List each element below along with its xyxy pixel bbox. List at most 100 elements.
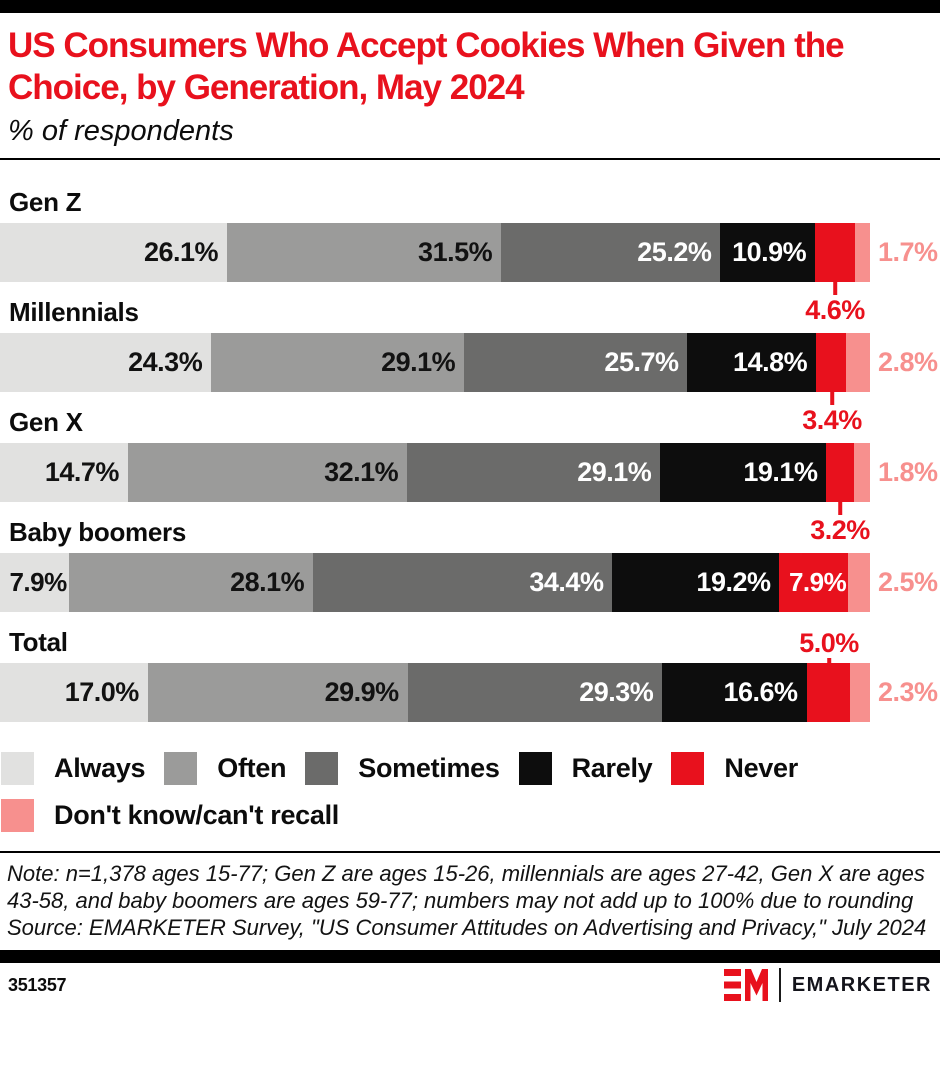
em-monogram-icon xyxy=(723,969,768,1001)
stacked-bar: 7.9% 28.1% 34.4% 19.2% 7.9% xyxy=(0,553,870,612)
segment-value: 16.6% xyxy=(723,677,798,707)
segment-value: 29.1% xyxy=(577,457,652,487)
stacked-bar: 24.3% 29.1% 25.7% 14.8% xyxy=(0,333,870,392)
legend-swatch-always xyxy=(1,752,34,785)
segment-value: 17.0% xyxy=(64,677,140,707)
legend-swatch-dont-know xyxy=(1,799,34,832)
dont-know-value: 1.8% xyxy=(878,457,938,487)
legend: Always Often Sometimes Rarely Never xyxy=(0,752,940,832)
bar-segment-always: 26.1% xyxy=(0,223,228,282)
legend-label: Rarely xyxy=(571,753,653,783)
never-value-callout: 3.4% xyxy=(802,392,862,434)
stacked-bar: 17.0% 29.9% 29.3% 16.6% xyxy=(0,663,870,722)
segment-value: 19.2% xyxy=(696,567,771,597)
bar-segment-often: 31.5% xyxy=(227,223,502,282)
legend-swatch-sometimes xyxy=(305,752,339,785)
never-value-callout: 5.0% xyxy=(799,629,859,667)
legend-label: Sometimes xyxy=(358,753,500,783)
legend-swatch-never xyxy=(671,752,705,785)
header: US Consumers Who Accept Cookies When Giv… xyxy=(0,13,940,148)
legend-label: Always xyxy=(54,753,146,783)
callout-tick xyxy=(829,392,834,405)
header-divider xyxy=(0,158,940,160)
legend-swatch-often xyxy=(164,752,198,785)
emarketer-logo: EMARKETER xyxy=(723,968,932,1002)
row-label: Millennials xyxy=(9,297,139,327)
segment-value: 25.7% xyxy=(604,347,679,377)
legend-item-sometimes: Sometimes xyxy=(305,752,500,785)
chart-row-millennials: Millennials 24.3% 29.1% 25.7% 14.8% 2.8%… xyxy=(0,297,940,434)
bar-segment-rarely: 10.9% xyxy=(720,223,816,282)
never-value: 3.2% xyxy=(810,515,870,545)
bar-segment-never: 7.9% xyxy=(779,553,849,612)
bar-segment-rarely: 19.2% xyxy=(612,553,780,612)
chart-subtitle: % of respondents xyxy=(8,115,234,147)
bar-segment-dont-know xyxy=(854,443,870,502)
callout-tick xyxy=(837,502,842,515)
segment-value: 26.1% xyxy=(144,237,219,267)
bar-segment-sometimes: 29.3% xyxy=(407,663,663,722)
segment-value: 7.9% xyxy=(9,567,67,597)
callout-tick xyxy=(826,658,831,667)
segment-value: 28.1% xyxy=(230,567,305,597)
legend-row-1: Always Often Sometimes Rarely Never xyxy=(1,752,940,785)
bar-segment-never xyxy=(806,663,850,722)
chart-row-baby-boomers: Baby boomers 7.9% 28.1% 34.4% 19.2% 7.9%… xyxy=(0,517,940,627)
bar-segment-dont-know xyxy=(848,553,870,612)
bar-segment-never xyxy=(826,443,855,502)
segment-value: 31.5% xyxy=(418,237,493,267)
never-value-callout: 3.2% xyxy=(810,502,870,544)
bar-segment-often: 29.1% xyxy=(211,333,465,392)
legend-swatch-rarely xyxy=(518,752,552,785)
chart-row-gen-x: Gen X 14.7% 32.1% 29.1% 19.1% 1.8% 3.2% xyxy=(0,407,940,544)
row-label: Total xyxy=(9,627,68,657)
never-value: 4.6% xyxy=(805,295,865,325)
chart-row-gen-z: Gen Z 26.1% 31.5% 25.2% 10.9% 1.7% 4.6% xyxy=(0,187,940,324)
bar-segment-dont-know xyxy=(855,223,870,282)
legend-label: Never xyxy=(724,753,798,783)
segment-value: 14.7% xyxy=(44,457,120,487)
legend-row-2: Don't know/can't recall xyxy=(1,799,940,832)
legend-item-always: Always xyxy=(1,752,146,785)
bottom-black-bar xyxy=(0,950,940,963)
notes-block: Note: n=1,378 ages 15-77; Gen Z are ages… xyxy=(0,853,935,941)
bar-segment-sometimes: 34.4% xyxy=(313,553,613,612)
segment-value: 7.9% xyxy=(788,567,847,597)
bar-segment-often: 29.9% xyxy=(147,663,408,722)
segment-value: 34.4% xyxy=(529,567,604,597)
top-black-bar xyxy=(0,0,940,13)
bar-segment-always: 17.0% xyxy=(0,663,148,722)
bar-segment-always: 7.9% xyxy=(0,553,69,612)
row-label: Gen X xyxy=(9,407,83,437)
legend-label: Often xyxy=(217,753,287,783)
bar-segment-sometimes: 25.2% xyxy=(501,223,721,282)
note-text: Note: n=1,378 ages 15-77; Gen Z are ages… xyxy=(7,861,925,913)
legend-label: Don't know/can't recall xyxy=(54,800,339,830)
dont-know-value: 2.5% xyxy=(878,567,938,597)
legend-item-often: Often xyxy=(164,752,287,785)
stacked-bar: 26.1% 31.5% 25.2% 10.9% xyxy=(0,223,870,282)
bar-segment-often: 28.1% xyxy=(68,553,314,612)
bar-segment-always: 24.3% xyxy=(0,333,212,392)
segment-value: 24.3% xyxy=(128,347,203,377)
bar-segment-sometimes: 25.7% xyxy=(464,333,688,392)
bar-segment-dont-know xyxy=(845,333,870,392)
never-value: 3.4% xyxy=(802,405,862,435)
brand-name: EMARKETER xyxy=(791,973,932,996)
bar-segment-never xyxy=(816,333,846,392)
segment-value: 25.2% xyxy=(637,237,712,267)
segment-value: 19.1% xyxy=(743,457,818,487)
legend-item-dont-know: Don't know/can't recall xyxy=(1,799,339,832)
legend-item-never: Never xyxy=(671,752,798,785)
bar-segment-never xyxy=(815,223,856,282)
dont-know-value: 2.8% xyxy=(878,347,938,377)
bar-segment-rarely: 19.1% xyxy=(660,443,827,502)
bar-segment-rarely: 16.6% xyxy=(662,663,807,722)
segment-value: 14.8% xyxy=(733,347,808,377)
segment-value: 29.9% xyxy=(324,677,400,707)
bar-segment-rarely: 14.8% xyxy=(687,333,817,392)
stacked-bar: 14.7% 32.1% 29.1% 19.1% xyxy=(0,443,870,502)
dont-know-value: 2.3% xyxy=(878,677,938,707)
legend-item-rarely: Rarely xyxy=(518,752,653,785)
